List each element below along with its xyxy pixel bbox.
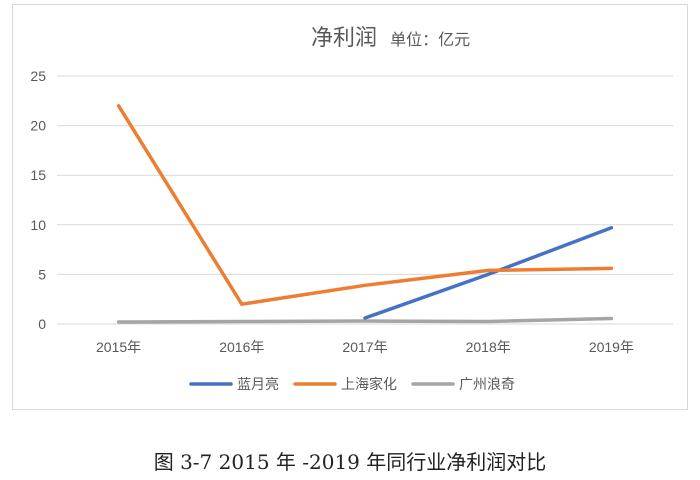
legend-label: 广州浪奇 <box>459 376 515 393</box>
y-tick-label: 10 <box>30 217 46 233</box>
series-line-2 <box>116 104 614 306</box>
y-tick-label: 5 <box>38 266 46 282</box>
series-lines <box>116 104 614 324</box>
y-tick-label: 15 <box>30 167 46 183</box>
chart-title: 净利润 单位：亿元 <box>311 26 470 51</box>
legend-label: 上海家化 <box>341 376 397 393</box>
y-tick-label: 0 <box>38 316 46 332</box>
x-tick-label: 2015年 <box>96 339 141 355</box>
x-axis-ticks: 2015年 2016年 2017年 2018年 2019年 <box>96 339 634 355</box>
chart-title-main: 净利润 <box>311 26 377 51</box>
x-tick-label: 2019年 <box>589 339 634 355</box>
net-profit-line-chart: 净利润 单位：亿元 0 5 10 15 20 25 2015年 2016年 2017年 2018… <box>30 26 673 393</box>
x-tick-label: 2017年 <box>342 339 387 355</box>
chart-frame: 净利润 单位：亿元 0 5 10 15 20 25 2015年 2016年 2017年 2018… <box>12 4 688 410</box>
series-line-3 <box>116 316 614 324</box>
x-tick-label: 2016年 <box>219 339 264 355</box>
x-tick-label: 2018年 <box>466 339 511 355</box>
y-axis-ticks: 0 5 10 15 20 25 <box>30 68 46 332</box>
legend-label: 蓝月亮 <box>237 376 279 393</box>
y-tick-label: 20 <box>30 118 46 134</box>
series-line-1 <box>363 226 614 320</box>
chart-title-unit: 单位：亿元 <box>390 30 470 49</box>
figure-caption: 图 3-7 2015 年 -2019 年同行业净利润对比 <box>153 450 547 474</box>
y-tick-label: 25 <box>30 68 46 84</box>
legend: 蓝月亮 上海家化 广州浪奇 <box>189 376 515 393</box>
